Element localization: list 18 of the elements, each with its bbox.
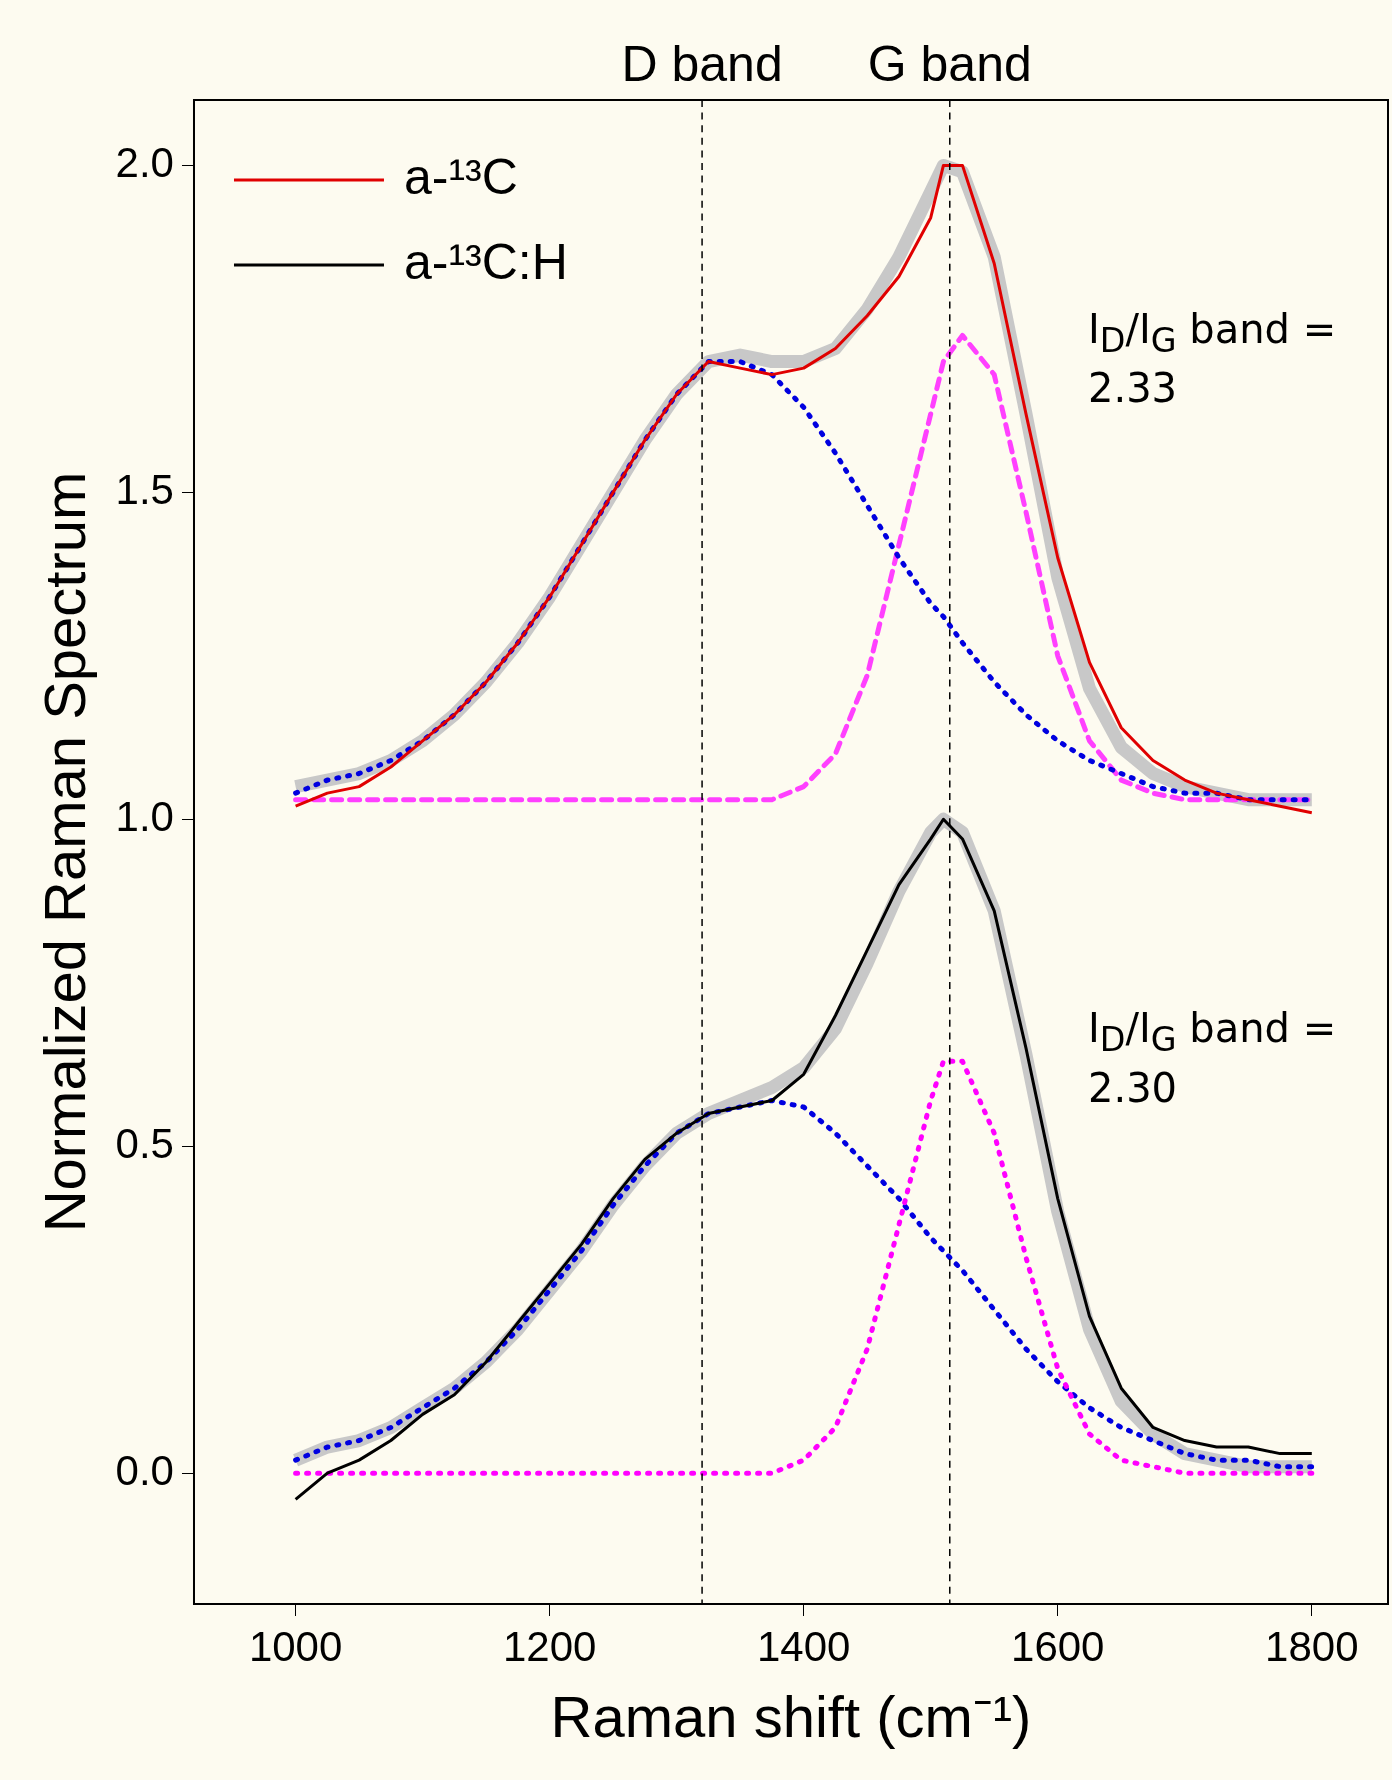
y-tick-label: 2.0	[115, 138, 174, 186]
legend-label: a-¹³C	[403, 148, 518, 205]
x-tick-label: 1200	[502, 1622, 597, 1670]
y-axis-title: Normalized Raman Spectrum	[31, 471, 97, 1233]
ref-line-label: G band	[867, 35, 1032, 92]
legend-label: a-¹³C:H	[403, 233, 568, 290]
annotation: I$_{D}$/I$_{G}$ band = 2.30	[1088, 1004, 1338, 1113]
x-tick-label: 1800	[1265, 1622, 1359, 1670]
x-axis-title: Raman shift (cm⁻¹)	[550, 1684, 1032, 1750]
x-tick-label: 1000	[248, 1622, 343, 1670]
y-tick-label: 0.0	[115, 1446, 174, 1494]
x-tick-label: 1600	[1011, 1622, 1105, 1670]
x-tick-label: 1400	[756, 1622, 851, 1670]
annotation: I$_{D}$/I$_{G}$ band = 2.33	[1088, 305, 1338, 414]
ref-line-label: D band	[621, 35, 783, 92]
y-tick-label: 1.0	[115, 792, 174, 840]
y-tick-label: 1.5	[115, 465, 174, 513]
y-tick-label: 0.5	[115, 1119, 174, 1167]
